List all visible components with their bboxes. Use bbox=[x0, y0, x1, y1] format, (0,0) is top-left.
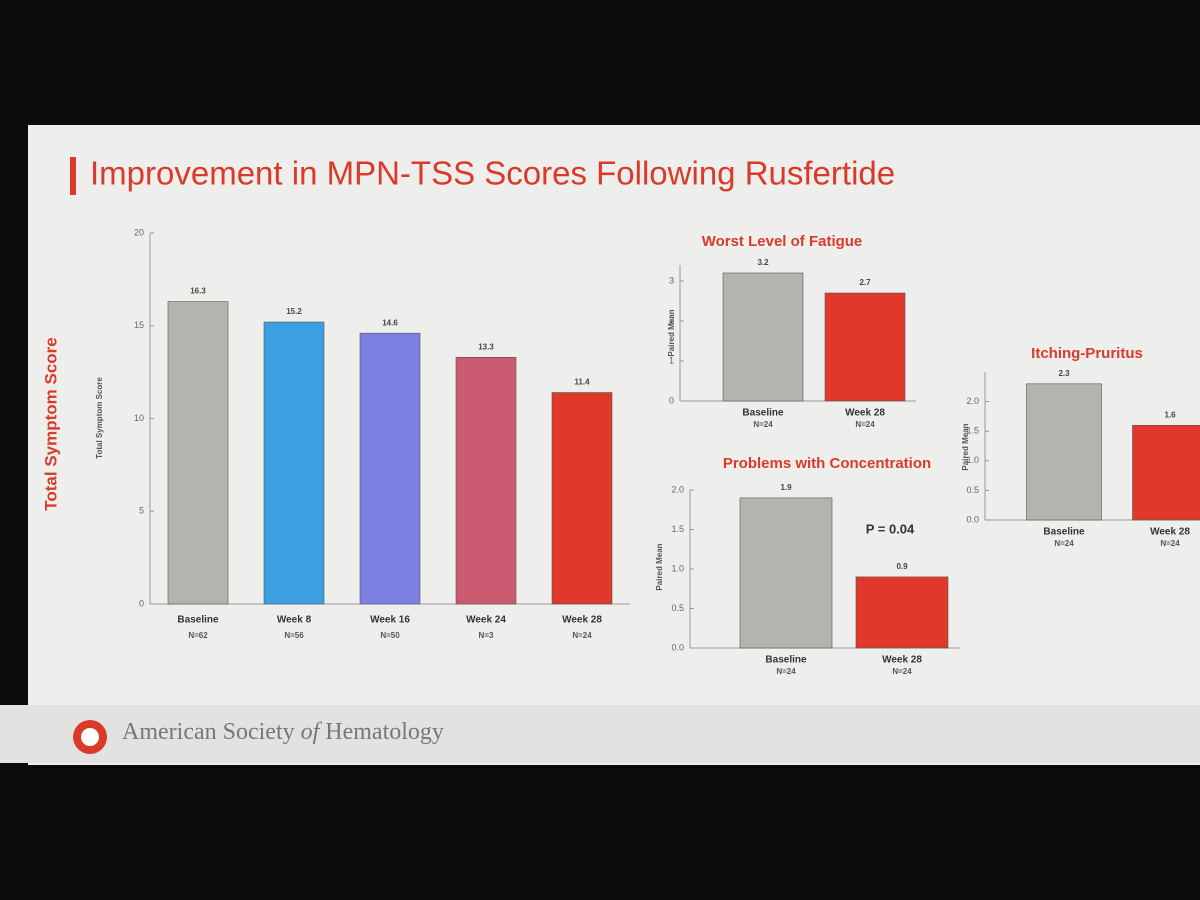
x-tick-label: Baseline bbox=[765, 655, 807, 666]
data-label: 0.9 bbox=[896, 562, 908, 571]
logo-inner bbox=[81, 728, 99, 746]
footer-part: Hematology bbox=[325, 719, 444, 745]
x-tick-label: Week 28 bbox=[845, 408, 885, 419]
data-label: 15.2 bbox=[286, 307, 302, 316]
x-tick-label: Week 8 bbox=[277, 615, 312, 626]
y-title: Total Symptom Score bbox=[41, 337, 60, 511]
data-label: 11.4 bbox=[574, 378, 590, 387]
n-label: N=24 bbox=[753, 420, 773, 429]
data-label: 1.9 bbox=[780, 483, 792, 492]
bar bbox=[1026, 383, 1102, 521]
y-tick-label: 2 bbox=[669, 315, 674, 325]
x-tick-label: Baseline bbox=[177, 615, 219, 626]
x-tick-label: Week 24 bbox=[466, 615, 506, 626]
slide-title: Improvement in MPN-TSS Scores Following … bbox=[90, 155, 895, 192]
x-tick-label: Baseline bbox=[742, 408, 784, 419]
x-tick-label: Week 28 bbox=[1150, 527, 1190, 538]
y-tick-label: 0.0 bbox=[671, 642, 684, 652]
data-label: 1.6 bbox=[1164, 410, 1176, 419]
chart-title: Worst Level of Fatigue bbox=[702, 233, 863, 250]
data-label: 2.3 bbox=[1058, 369, 1070, 378]
data-label: 2.7 bbox=[859, 278, 871, 287]
y-tick-label: 2.0 bbox=[966, 396, 979, 406]
y-tick-label: 15 bbox=[134, 320, 144, 330]
y-tick-label: 0.5 bbox=[966, 485, 979, 495]
n-label: N=50 bbox=[380, 631, 400, 640]
footer-part: American Society bbox=[122, 719, 295, 745]
n-label: N=24 bbox=[1160, 539, 1180, 548]
bar bbox=[263, 321, 325, 605]
bar bbox=[455, 356, 517, 605]
title-accent bbox=[70, 157, 76, 195]
y-axis-label: Total Symptom Score bbox=[95, 377, 104, 459]
y-tick-label: 2.0 bbox=[671, 484, 684, 494]
y-tick-label: 0 bbox=[669, 395, 674, 405]
data-label: 16.3 bbox=[190, 287, 206, 296]
bar bbox=[1132, 424, 1200, 521]
footer-text: American Society of Hematology bbox=[122, 719, 444, 745]
data-label: 3.2 bbox=[757, 258, 769, 267]
y-tick-label: 5 bbox=[139, 506, 144, 516]
n-label: N=3 bbox=[479, 631, 494, 640]
n-label: N=24 bbox=[892, 667, 912, 676]
y-tick-label: 0 bbox=[139, 598, 144, 608]
bar bbox=[359, 332, 421, 605]
bar bbox=[824, 292, 906, 402]
n-label: N=24 bbox=[1054, 539, 1074, 548]
y-tick-label: 0.0 bbox=[966, 514, 979, 524]
n-label: N=24 bbox=[572, 631, 592, 640]
y-tick-label: 1.0 bbox=[966, 455, 979, 465]
y-tick-label: 1.5 bbox=[671, 524, 684, 534]
data-label: 14.6 bbox=[382, 318, 398, 327]
y-tick-label: 20 bbox=[134, 227, 144, 237]
y-tick-label: 3 bbox=[669, 275, 674, 285]
data-label: 13.3 bbox=[478, 342, 494, 351]
bar bbox=[551, 392, 613, 605]
x-tick-label: Week 28 bbox=[562, 615, 602, 626]
y-tick-label: 10 bbox=[134, 413, 144, 423]
bar bbox=[855, 576, 949, 649]
footer-part: of bbox=[301, 719, 323, 745]
y-axis-label: Paired Mean bbox=[961, 423, 970, 470]
y-tick-label: 0.5 bbox=[671, 603, 684, 613]
annotation: P = 0.04 bbox=[866, 521, 915, 536]
y-tick-label: 1 bbox=[669, 355, 674, 365]
chart-title: Itching-Pruritus bbox=[1031, 345, 1143, 362]
x-tick-label: Baseline bbox=[1043, 527, 1085, 538]
x-tick-label: Week 28 bbox=[882, 655, 922, 666]
y-axis-label: Paired Mean bbox=[667, 309, 676, 356]
footer-band bbox=[0, 705, 1200, 763]
n-label: N=56 bbox=[284, 631, 304, 640]
n-label: N=24 bbox=[855, 420, 875, 429]
y-tick-label: 1.5 bbox=[966, 426, 979, 436]
bar bbox=[167, 301, 229, 605]
y-tick-label: 1.0 bbox=[671, 563, 684, 573]
x-tick-label: Week 16 bbox=[370, 615, 410, 626]
n-label: N=24 bbox=[776, 667, 796, 676]
bar bbox=[722, 272, 804, 402]
chart-title: Problems with Concentration bbox=[723, 455, 931, 472]
n-label: N=62 bbox=[188, 631, 208, 640]
bar bbox=[739, 497, 833, 649]
y-axis-label: Paired Mean bbox=[655, 543, 664, 590]
